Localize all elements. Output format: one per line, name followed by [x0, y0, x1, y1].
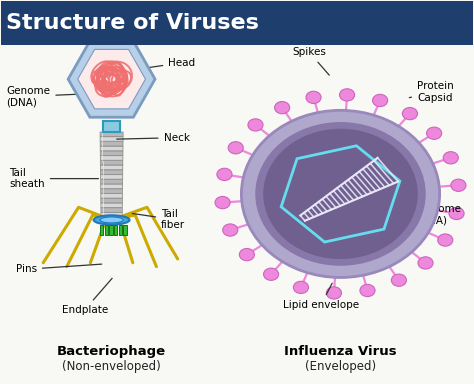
Text: Bacteriophage: Bacteriophage	[57, 346, 166, 358]
FancyBboxPatch shape	[101, 212, 122, 217]
FancyBboxPatch shape	[100, 189, 122, 194]
FancyBboxPatch shape	[100, 156, 123, 160]
FancyBboxPatch shape	[101, 208, 122, 212]
Text: Genome
(RNA): Genome (RNA)	[410, 204, 461, 226]
Circle shape	[264, 268, 279, 280]
Ellipse shape	[100, 217, 123, 223]
Circle shape	[248, 119, 263, 131]
Circle shape	[427, 127, 442, 139]
FancyBboxPatch shape	[100, 137, 123, 141]
Ellipse shape	[241, 110, 439, 278]
FancyBboxPatch shape	[100, 161, 123, 165]
Circle shape	[306, 91, 321, 103]
FancyBboxPatch shape	[101, 194, 122, 198]
Bar	[105, 225, 108, 235]
Circle shape	[443, 152, 458, 164]
Circle shape	[360, 284, 375, 296]
FancyBboxPatch shape	[101, 203, 122, 208]
Ellipse shape	[94, 215, 129, 225]
Text: (Enveloped): (Enveloped)	[305, 360, 376, 373]
Circle shape	[293, 281, 309, 293]
FancyBboxPatch shape	[100, 146, 123, 151]
FancyBboxPatch shape	[100, 175, 123, 179]
Bar	[114, 225, 117, 235]
Text: (Non-enveloped): (Non-enveloped)	[62, 360, 161, 373]
Bar	[100, 225, 103, 235]
Text: Structure of Viruses: Structure of Viruses	[6, 13, 259, 33]
Text: Neck: Neck	[117, 132, 190, 143]
Circle shape	[239, 248, 255, 261]
Polygon shape	[68, 41, 155, 117]
FancyBboxPatch shape	[100, 184, 123, 189]
Circle shape	[223, 224, 238, 236]
Circle shape	[217, 168, 232, 180]
FancyBboxPatch shape	[100, 165, 123, 170]
Text: Tail
fiber: Tail fiber	[132, 209, 185, 230]
Text: Endplate: Endplate	[62, 278, 112, 315]
Ellipse shape	[255, 122, 426, 266]
Circle shape	[451, 179, 466, 191]
Ellipse shape	[263, 129, 418, 259]
Text: Head: Head	[138, 58, 195, 69]
Text: Influenza Virus: Influenza Virus	[284, 346, 397, 358]
Text: Pins: Pins	[16, 264, 102, 274]
Text: Spikes: Spikes	[292, 47, 329, 75]
Circle shape	[402, 108, 418, 120]
Bar	[123, 225, 127, 235]
FancyBboxPatch shape	[100, 179, 123, 184]
Bar	[0, 1, 473, 45]
Polygon shape	[78, 50, 146, 109]
Circle shape	[373, 94, 388, 107]
Circle shape	[327, 287, 341, 299]
Circle shape	[228, 142, 243, 154]
Circle shape	[274, 101, 290, 114]
Circle shape	[418, 257, 433, 269]
Text: Genome
(DNA): Genome (DNA)	[6, 86, 89, 107]
Circle shape	[215, 197, 230, 209]
FancyBboxPatch shape	[100, 170, 123, 174]
Circle shape	[449, 207, 464, 220]
Text: Tail
sheath: Tail sheath	[9, 168, 99, 189]
Bar	[118, 225, 122, 235]
Text: Lipid envelope: Lipid envelope	[283, 283, 359, 310]
Bar	[103, 121, 120, 132]
Text: Protein
Capsid: Protein Capsid	[409, 81, 454, 103]
FancyBboxPatch shape	[100, 141, 123, 146]
FancyBboxPatch shape	[100, 132, 123, 137]
FancyBboxPatch shape	[101, 198, 122, 203]
Circle shape	[339, 89, 355, 101]
FancyBboxPatch shape	[100, 151, 123, 156]
Bar	[109, 225, 112, 235]
Circle shape	[392, 274, 406, 286]
Circle shape	[438, 234, 453, 246]
